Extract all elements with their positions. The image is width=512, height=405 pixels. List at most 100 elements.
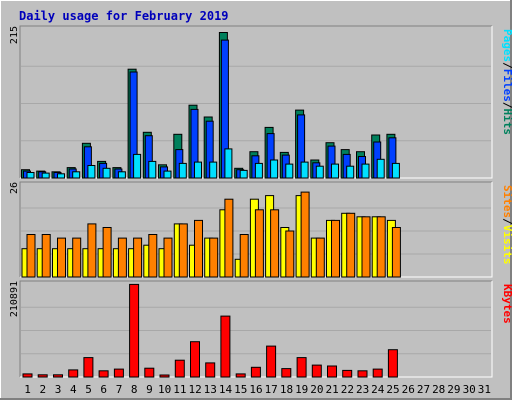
x-tick-label: 2 bbox=[39, 383, 46, 396]
x-tick-label: 14 bbox=[219, 383, 233, 396]
sites-bar bbox=[346, 212, 356, 278]
pages-bar bbox=[72, 171, 81, 179]
kbytes-plot-area bbox=[20, 281, 492, 377]
sites-bar bbox=[26, 234, 36, 278]
legend-kbytes: KBytes bbox=[501, 284, 512, 324]
sites-bar bbox=[270, 209, 280, 278]
kbytes-bar bbox=[68, 369, 79, 378]
kbytes-bar bbox=[342, 369, 353, 378]
sites-bar bbox=[194, 219, 203, 278]
pages-bar bbox=[178, 162, 187, 179]
sites-bar bbox=[361, 216, 371, 278]
x-tick-label: 7 bbox=[116, 383, 123, 396]
kbytes-bar bbox=[296, 357, 307, 378]
x-tick-label: 6 bbox=[100, 383, 107, 396]
x-tick-label: 26 bbox=[402, 383, 415, 396]
kbytes-bar bbox=[83, 357, 94, 378]
x-tick-label: 28 bbox=[432, 383, 445, 396]
sites-bar bbox=[224, 198, 234, 278]
kbytes-plot-edge-dark bbox=[19, 280, 492, 377]
x-axis-day-labels: 1 2 3 4 5 6 7 8 9 10 11 12 13 14 15 16 17 18 19 20 21 22 23 24 2… bbox=[24, 383, 491, 396]
x-tick-label: 19 bbox=[295, 383, 308, 396]
x-tick-label: 1 bbox=[24, 383, 31, 396]
traffic-max-label: 215 bbox=[9, 26, 20, 44]
pages-bar bbox=[224, 148, 233, 179]
pages-bar bbox=[391, 162, 400, 179]
x-tick-label: 18 bbox=[280, 383, 293, 396]
kbytes-panel: 210891 KBytes bbox=[9, 280, 512, 378]
legend-visits: Visits bbox=[501, 225, 512, 265]
x-tick-label: 4 bbox=[70, 383, 77, 396]
x-tick-label: 20 bbox=[310, 383, 323, 396]
legend-separator: / bbox=[501, 218, 512, 225]
pages-bar bbox=[239, 169, 248, 179]
pages-bar bbox=[26, 172, 35, 179]
kbytes-bar bbox=[311, 364, 322, 378]
x-tick-label: 8 bbox=[131, 383, 138, 396]
x-tick-label: 30 bbox=[463, 383, 476, 396]
pages-bar bbox=[315, 165, 324, 179]
x-tick-label: 12 bbox=[188, 383, 201, 396]
x-tick-label: 5 bbox=[85, 383, 92, 396]
kbytes-bar bbox=[159, 374, 170, 378]
sites-bar bbox=[148, 234, 158, 278]
sites-bar bbox=[254, 209, 264, 278]
visitors-legend: Sites/Visits bbox=[501, 185, 512, 265]
kbytes-bar bbox=[98, 370, 109, 378]
sites-bar bbox=[300, 191, 310, 278]
x-tick-label: 16 bbox=[249, 383, 262, 396]
kbytes-bar bbox=[357, 370, 368, 378]
kbytes-bar bbox=[250, 366, 261, 378]
kbytes-bar bbox=[37, 374, 48, 378]
sites-bar bbox=[239, 234, 249, 278]
kbytes-bar bbox=[327, 365, 337, 378]
x-tick-label: 29 bbox=[447, 383, 460, 396]
kbytes-bar bbox=[53, 374, 63, 378]
kbytes-bar bbox=[266, 345, 277, 378]
pages-bar bbox=[285, 163, 294, 179]
x-tick-label: 24 bbox=[371, 383, 385, 396]
kbytes-bar bbox=[113, 368, 124, 378]
legend-files: Files bbox=[501, 69, 512, 102]
traffic-plot-edge-dark bbox=[19, 25, 492, 178]
x-tick-label: 9 bbox=[146, 383, 153, 396]
pages-bar bbox=[376, 158, 385, 179]
pages-bar bbox=[148, 160, 157, 179]
pages-bar bbox=[87, 165, 96, 179]
sites-bar bbox=[102, 227, 112, 278]
x-tick-label: 11 bbox=[173, 383, 186, 396]
sites-bar bbox=[117, 237, 127, 278]
sites-bar bbox=[376, 216, 386, 278]
pages-bar bbox=[117, 171, 126, 179]
x-tick-label: 27 bbox=[417, 383, 430, 396]
kbytes-bar bbox=[205, 362, 216, 378]
x-tick-label: 23 bbox=[356, 383, 369, 396]
sites-bar bbox=[178, 223, 188, 278]
sites-bar bbox=[57, 237, 66, 278]
visitors-plot-edge-dark bbox=[19, 181, 492, 277]
visitors-max-label: 26 bbox=[9, 182, 20, 194]
kbytes-bar bbox=[372, 368, 383, 378]
sites-bar bbox=[133, 237, 143, 278]
x-tick-label: 13 bbox=[204, 383, 217, 396]
kbytes-bar bbox=[235, 373, 246, 378]
sites-bar bbox=[72, 237, 82, 278]
legend-hits: Hits bbox=[501, 109, 512, 136]
chart-title: Daily usage for February 2019 bbox=[19, 9, 229, 23]
kbytes-bar bbox=[129, 283, 140, 378]
sites-bar bbox=[315, 237, 325, 278]
x-tick-label: 10 bbox=[158, 383, 171, 396]
legend-sites: Sites bbox=[501, 185, 512, 218]
pages-bar bbox=[194, 161, 202, 179]
pages-bar bbox=[254, 162, 263, 179]
kbytes-bar bbox=[190, 341, 200, 378]
kbytes-legend: KBytes bbox=[501, 284, 512, 324]
sites-bar bbox=[209, 237, 219, 278]
visitors-panel: 26 Sites/Visits bbox=[9, 181, 512, 278]
x-tick-label: 25 bbox=[386, 383, 399, 396]
sites-bar bbox=[331, 219, 340, 278]
pages-bar bbox=[346, 165, 355, 179]
